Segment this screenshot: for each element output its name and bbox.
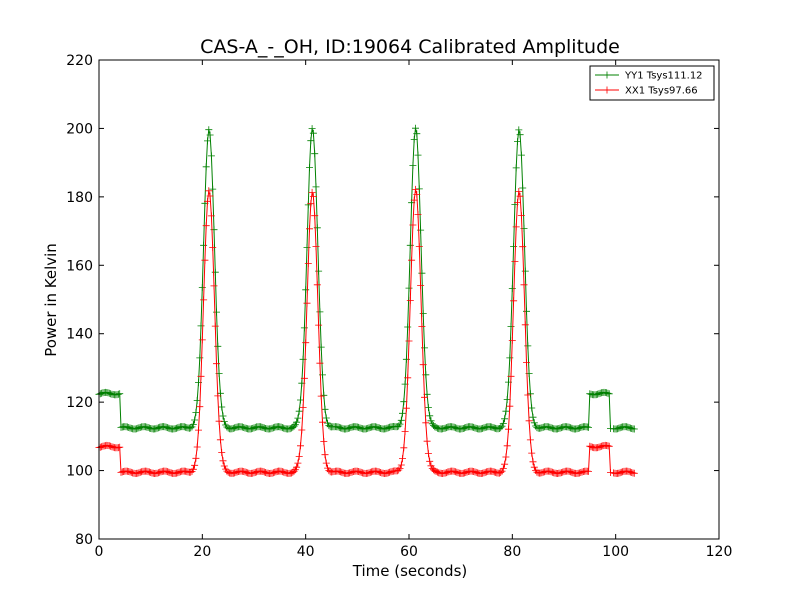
- x-tick-label: 40: [297, 544, 315, 560]
- y-tick-label: 120: [66, 395, 93, 411]
- y-tick-label: 220: [66, 53, 93, 69]
- legend-label: YY1 Tsys111.12: [624, 71, 703, 82]
- x-tick-label: 20: [193, 544, 211, 560]
- legend-label: XX1 Tsys97.66: [625, 86, 698, 97]
- x-tick-label: 120: [706, 544, 733, 560]
- legend-marker: [603, 71, 611, 79]
- series-1: [95, 185, 638, 477]
- series-line: [98, 189, 611, 475]
- y-tick-label: 200: [66, 121, 93, 137]
- y-tick-label: 140: [66, 327, 93, 343]
- series-layer: [95, 124, 638, 477]
- legend-marker: [603, 86, 611, 94]
- legend: YY1 Tsys111.12 XX1 Tsys97.66: [589, 65, 715, 101]
- y-tick-label: 160: [66, 258, 93, 274]
- y-tick-label: 180: [66, 190, 93, 206]
- y-tick-label: 80: [75, 532, 93, 548]
- y-tick-label: 100: [66, 464, 93, 480]
- y-axis-label: Power in Kelvin: [42, 243, 60, 357]
- x-tick-label: 0: [95, 544, 104, 560]
- series-markers: [95, 124, 638, 433]
- legend-box: [589, 65, 715, 101]
- x-tick-label: 60: [400, 544, 418, 560]
- series-line: [98, 128, 611, 430]
- chart-title: CAS-A_-_OH, ID:19064 Calibrated Amplitud…: [200, 36, 620, 58]
- x-axis-label: Time (seconds): [352, 562, 468, 580]
- x-tick-label: 100: [602, 544, 629, 560]
- series-markers: [95, 185, 638, 477]
- ticks-layer: 0 20 40 60 80 100 120 80 100 120 140 160 180 200 220: [66, 53, 732, 560]
- series-0: [95, 124, 638, 433]
- x-tick-label: 80: [503, 544, 521, 560]
